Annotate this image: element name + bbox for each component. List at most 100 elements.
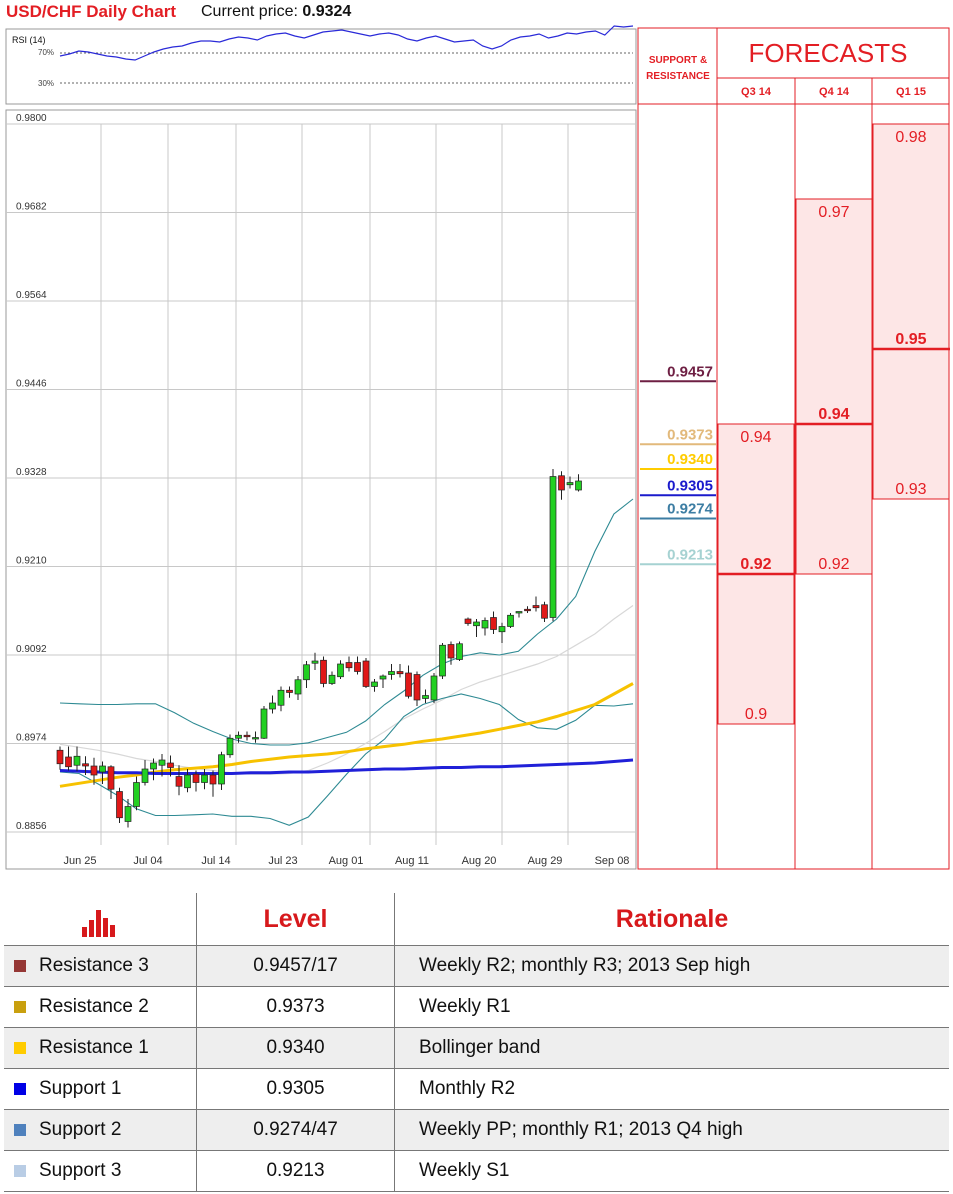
row-name: Support 1	[39, 1078, 122, 1099]
row-level: 0.9305	[196, 1068, 395, 1110]
rsi-panel: RSI (14) 70% 30%	[5, 25, 637, 105]
candle	[507, 613, 514, 628]
color-swatch	[14, 1124, 26, 1136]
candle	[532, 596, 540, 612]
forecast-column-header: Q1 15	[896, 86, 926, 98]
color-swatch	[14, 960, 26, 972]
row-level: 0.9274/47	[196, 1109, 395, 1151]
price-panel: 0.9800 0.9682 0.9564 0.9446 0.9328 0.9210 0.90…	[5, 109, 637, 870]
candle	[277, 686, 285, 712]
candle	[209, 770, 217, 797]
candle	[515, 611, 523, 618]
candle	[107, 765, 115, 799]
row-level: 0.9340	[196, 1027, 395, 1069]
rsi-label: RSI (14)	[12, 35, 46, 45]
candle	[286, 686, 293, 698]
candle	[379, 674, 387, 688]
table-row: Resistance 3 0.9457/17 Weekly R2; monthl…	[4, 945, 949, 987]
candle	[524, 606, 531, 613]
row-name: Resistance 2	[39, 996, 149, 1017]
candle	[175, 765, 183, 796]
rsi-level-30: 30%	[38, 79, 54, 88]
forecast-column: Q3 14 0.94 0.92 0.9	[717, 86, 795, 725]
candle	[481, 617, 489, 636]
candle	[260, 706, 268, 739]
forecast-median-label: 0.94	[818, 406, 849, 423]
sr-level: 0.9340	[640, 451, 716, 470]
candle	[73, 746, 81, 772]
table-row: Resistance 2 0.9373 Weekly R1	[4, 986, 949, 1028]
forecast-low-label: 0.9	[745, 706, 767, 723]
candle	[430, 673, 438, 703]
current-price: Current price: 0.9324	[201, 3, 351, 21]
table-row: Resistance 1 0.9340 Bollinger band	[4, 1027, 949, 1069]
sr-level: 0.9305	[640, 477, 716, 497]
header-rationale: Rationale	[615, 904, 729, 933]
x-tick-label: Aug 20	[462, 855, 497, 867]
candle	[184, 769, 191, 793]
candle	[192, 770, 200, 792]
row-level: 0.9373	[196, 986, 395, 1028]
sr-header-line2: RESISTANCE	[646, 71, 710, 82]
candle	[439, 643, 446, 679]
table-row: Support 2 0.9274/47 Weekly PP; monthly R…	[4, 1109, 949, 1151]
sr-level: 0.9274	[640, 501, 716, 520]
candle	[56, 746, 64, 770]
forecast-range	[795, 198, 873, 575]
sr-header-line1: SUPPORT &	[649, 55, 707, 66]
x-tick-label: Aug 01	[329, 855, 364, 867]
candle	[541, 601, 548, 622]
y-tick-label: 0.9800	[16, 113, 47, 124]
row-name: Support 2	[39, 1119, 122, 1140]
chart-title: USD/CHF Daily Chart	[6, 2, 177, 21]
candle	[575, 474, 582, 492]
candle	[456, 641, 463, 661]
levels-table: Level Rationale Resistance 3 0.9457/17 W…	[4, 893, 949, 1192]
candle	[303, 661, 310, 688]
rsi-line	[59, 25, 634, 61]
candle	[422, 689, 429, 703]
candle	[362, 658, 370, 688]
candle	[447, 641, 455, 665]
candle	[311, 652, 319, 670]
forecast-range	[872, 123, 950, 500]
x-tick-label: Aug 11	[395, 855, 429, 867]
row-rationale: Weekly R1	[394, 986, 949, 1028]
color-swatch	[14, 1083, 26, 1095]
candle	[371, 679, 378, 692]
forecasts-title: FORECASTS	[749, 38, 908, 68]
candle	[167, 755, 174, 777]
current-price-label: Current price:	[201, 3, 298, 20]
sr-level-label: 0.9340	[667, 451, 713, 468]
current-price-value: 0.9324	[302, 3, 352, 20]
bar-chart-icon	[81, 901, 119, 937]
candle	[405, 665, 412, 699]
candle	[294, 676, 302, 700]
row-name: Resistance 1	[39, 1037, 149, 1058]
candle	[396, 664, 404, 678]
bollinger-middle-line	[59, 605, 634, 775]
rsi-level-70: 70%	[38, 48, 54, 57]
x-tick-label: Aug 29	[528, 855, 563, 867]
header-level: Level	[196, 893, 395, 946]
candle	[158, 754, 166, 777]
table-icon-cell	[4, 893, 197, 946]
forecast-high-label: 0.97	[818, 204, 849, 221]
candle	[269, 695, 276, 714]
candle	[252, 731, 259, 743]
candle	[201, 769, 208, 790]
candle	[65, 746, 72, 771]
candle	[388, 664, 395, 680]
x-tick-label: Jul 23	[268, 855, 297, 867]
candle	[337, 660, 344, 679]
row-rationale: Weekly S1	[394, 1150, 949, 1192]
candle	[90, 757, 98, 785]
candle	[549, 469, 557, 622]
color-swatch	[14, 1042, 26, 1054]
color-swatch	[14, 1165, 26, 1177]
forecast-median-label: 0.92	[740, 556, 771, 573]
sr-level: 0.9373	[640, 426, 716, 446]
candle	[133, 776, 140, 811]
candle	[354, 656, 361, 675]
candle	[82, 756, 89, 775]
